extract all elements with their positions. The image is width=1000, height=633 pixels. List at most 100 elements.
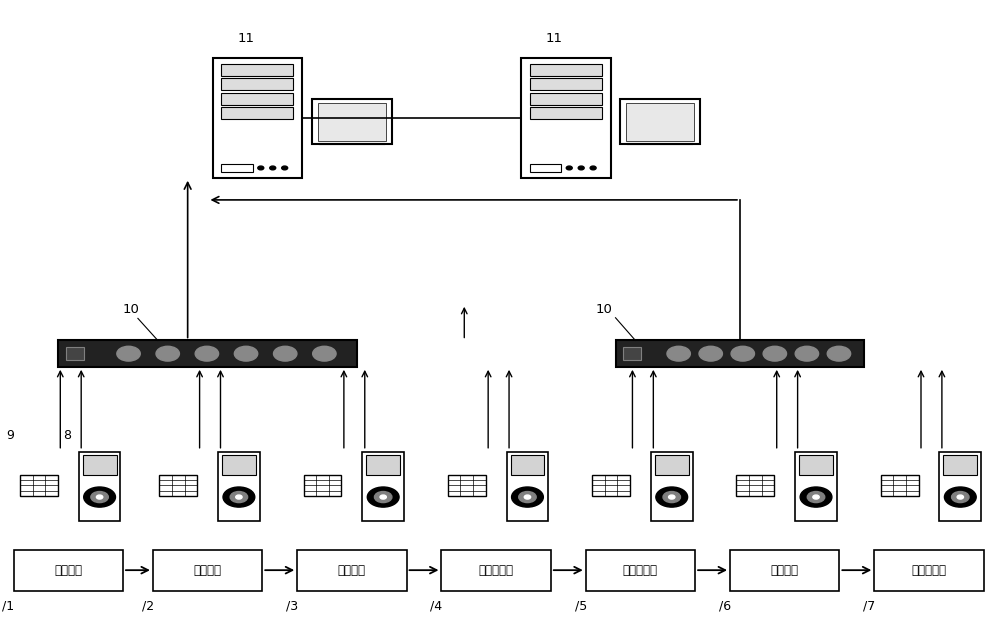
Bar [218, 452, 260, 522]
Bar [507, 452, 548, 522]
Circle shape [117, 346, 140, 361]
Bar [58, 341, 357, 367]
Bar [159, 475, 197, 496]
Circle shape [230, 492, 248, 503]
Circle shape [223, 487, 255, 507]
Bar [221, 64, 293, 76]
Text: /1: /1 [2, 600, 15, 613]
Bar [799, 455, 833, 475]
Circle shape [234, 346, 258, 361]
Circle shape [195, 346, 219, 361]
Circle shape [84, 487, 115, 507]
FancyBboxPatch shape [441, 549, 551, 591]
Bar [312, 99, 392, 144]
Bar [221, 93, 293, 104]
Bar [623, 347, 641, 360]
Bar [530, 78, 602, 91]
Bar [511, 455, 544, 475]
Bar [213, 58, 302, 178]
Circle shape [236, 495, 242, 499]
Circle shape [91, 492, 108, 503]
Bar [221, 165, 253, 172]
Text: 8: 8 [63, 429, 71, 442]
Circle shape [566, 166, 572, 170]
Bar [881, 475, 919, 496]
Circle shape [800, 487, 832, 507]
FancyBboxPatch shape [586, 549, 695, 591]
Text: 刷承口区: 刷承口区 [771, 563, 799, 577]
Circle shape [590, 166, 596, 170]
Circle shape [663, 492, 680, 503]
Text: 10: 10 [123, 303, 140, 316]
Circle shape [669, 495, 675, 499]
Circle shape [156, 346, 179, 361]
Circle shape [519, 492, 536, 503]
Circle shape [827, 346, 851, 361]
FancyBboxPatch shape [874, 549, 984, 591]
Text: 10: 10 [596, 303, 612, 316]
Text: 11: 11 [546, 32, 563, 46]
Bar [20, 475, 58, 496]
Circle shape [944, 487, 976, 507]
FancyBboxPatch shape [297, 549, 407, 591]
Text: /7: /7 [863, 600, 875, 613]
Circle shape [795, 346, 819, 361]
Circle shape [578, 166, 584, 170]
Text: 9: 9 [7, 429, 14, 442]
Bar [620, 99, 700, 144]
Bar [362, 452, 404, 522]
Bar [616, 341, 864, 367]
Circle shape [699, 346, 722, 361]
Bar [448, 475, 486, 496]
FancyBboxPatch shape [14, 549, 123, 591]
Bar [366, 455, 400, 475]
Bar [795, 452, 837, 522]
Bar [521, 58, 611, 178]
Circle shape [96, 495, 103, 499]
Bar [79, 452, 120, 522]
Bar [626, 103, 694, 141]
Text: /5: /5 [575, 600, 587, 613]
FancyBboxPatch shape [730, 549, 839, 591]
Bar [651, 452, 693, 522]
Bar [222, 455, 256, 475]
Text: 水压机区: 水压机区 [338, 563, 366, 577]
Bar [592, 475, 630, 496]
Bar [318, 103, 386, 141]
Bar [83, 455, 117, 475]
Circle shape [274, 346, 297, 361]
Bar [530, 93, 602, 104]
Bar [66, 347, 84, 360]
Circle shape [512, 487, 543, 507]
Circle shape [282, 166, 288, 170]
Text: 11: 11 [237, 32, 254, 46]
Bar [221, 78, 293, 91]
Circle shape [763, 346, 787, 361]
Text: /6: /6 [719, 600, 731, 613]
Circle shape [667, 346, 690, 361]
Circle shape [380, 495, 386, 499]
Circle shape [656, 487, 688, 507]
Circle shape [367, 487, 399, 507]
Text: 水泥内衬区: 水泥内衬区 [479, 563, 514, 577]
Circle shape [957, 495, 963, 499]
Bar [736, 475, 774, 496]
Bar [304, 475, 341, 496]
Text: /3: /3 [286, 600, 298, 613]
Bar [530, 107, 602, 119]
Text: 退火炉区: 退火炉区 [54, 563, 82, 577]
Circle shape [952, 492, 969, 503]
Bar [655, 455, 689, 475]
Text: 喷锌机区: 喷锌机区 [194, 563, 222, 577]
Circle shape [731, 346, 754, 361]
Text: /4: /4 [430, 600, 442, 613]
Circle shape [813, 495, 819, 499]
Circle shape [270, 166, 276, 170]
Circle shape [258, 166, 264, 170]
Circle shape [374, 492, 392, 503]
Text: /2: /2 [142, 600, 154, 613]
Text: 水泥养生区: 水泥养生区 [623, 563, 658, 577]
Circle shape [313, 346, 336, 361]
Bar [530, 64, 602, 76]
Circle shape [807, 492, 825, 503]
